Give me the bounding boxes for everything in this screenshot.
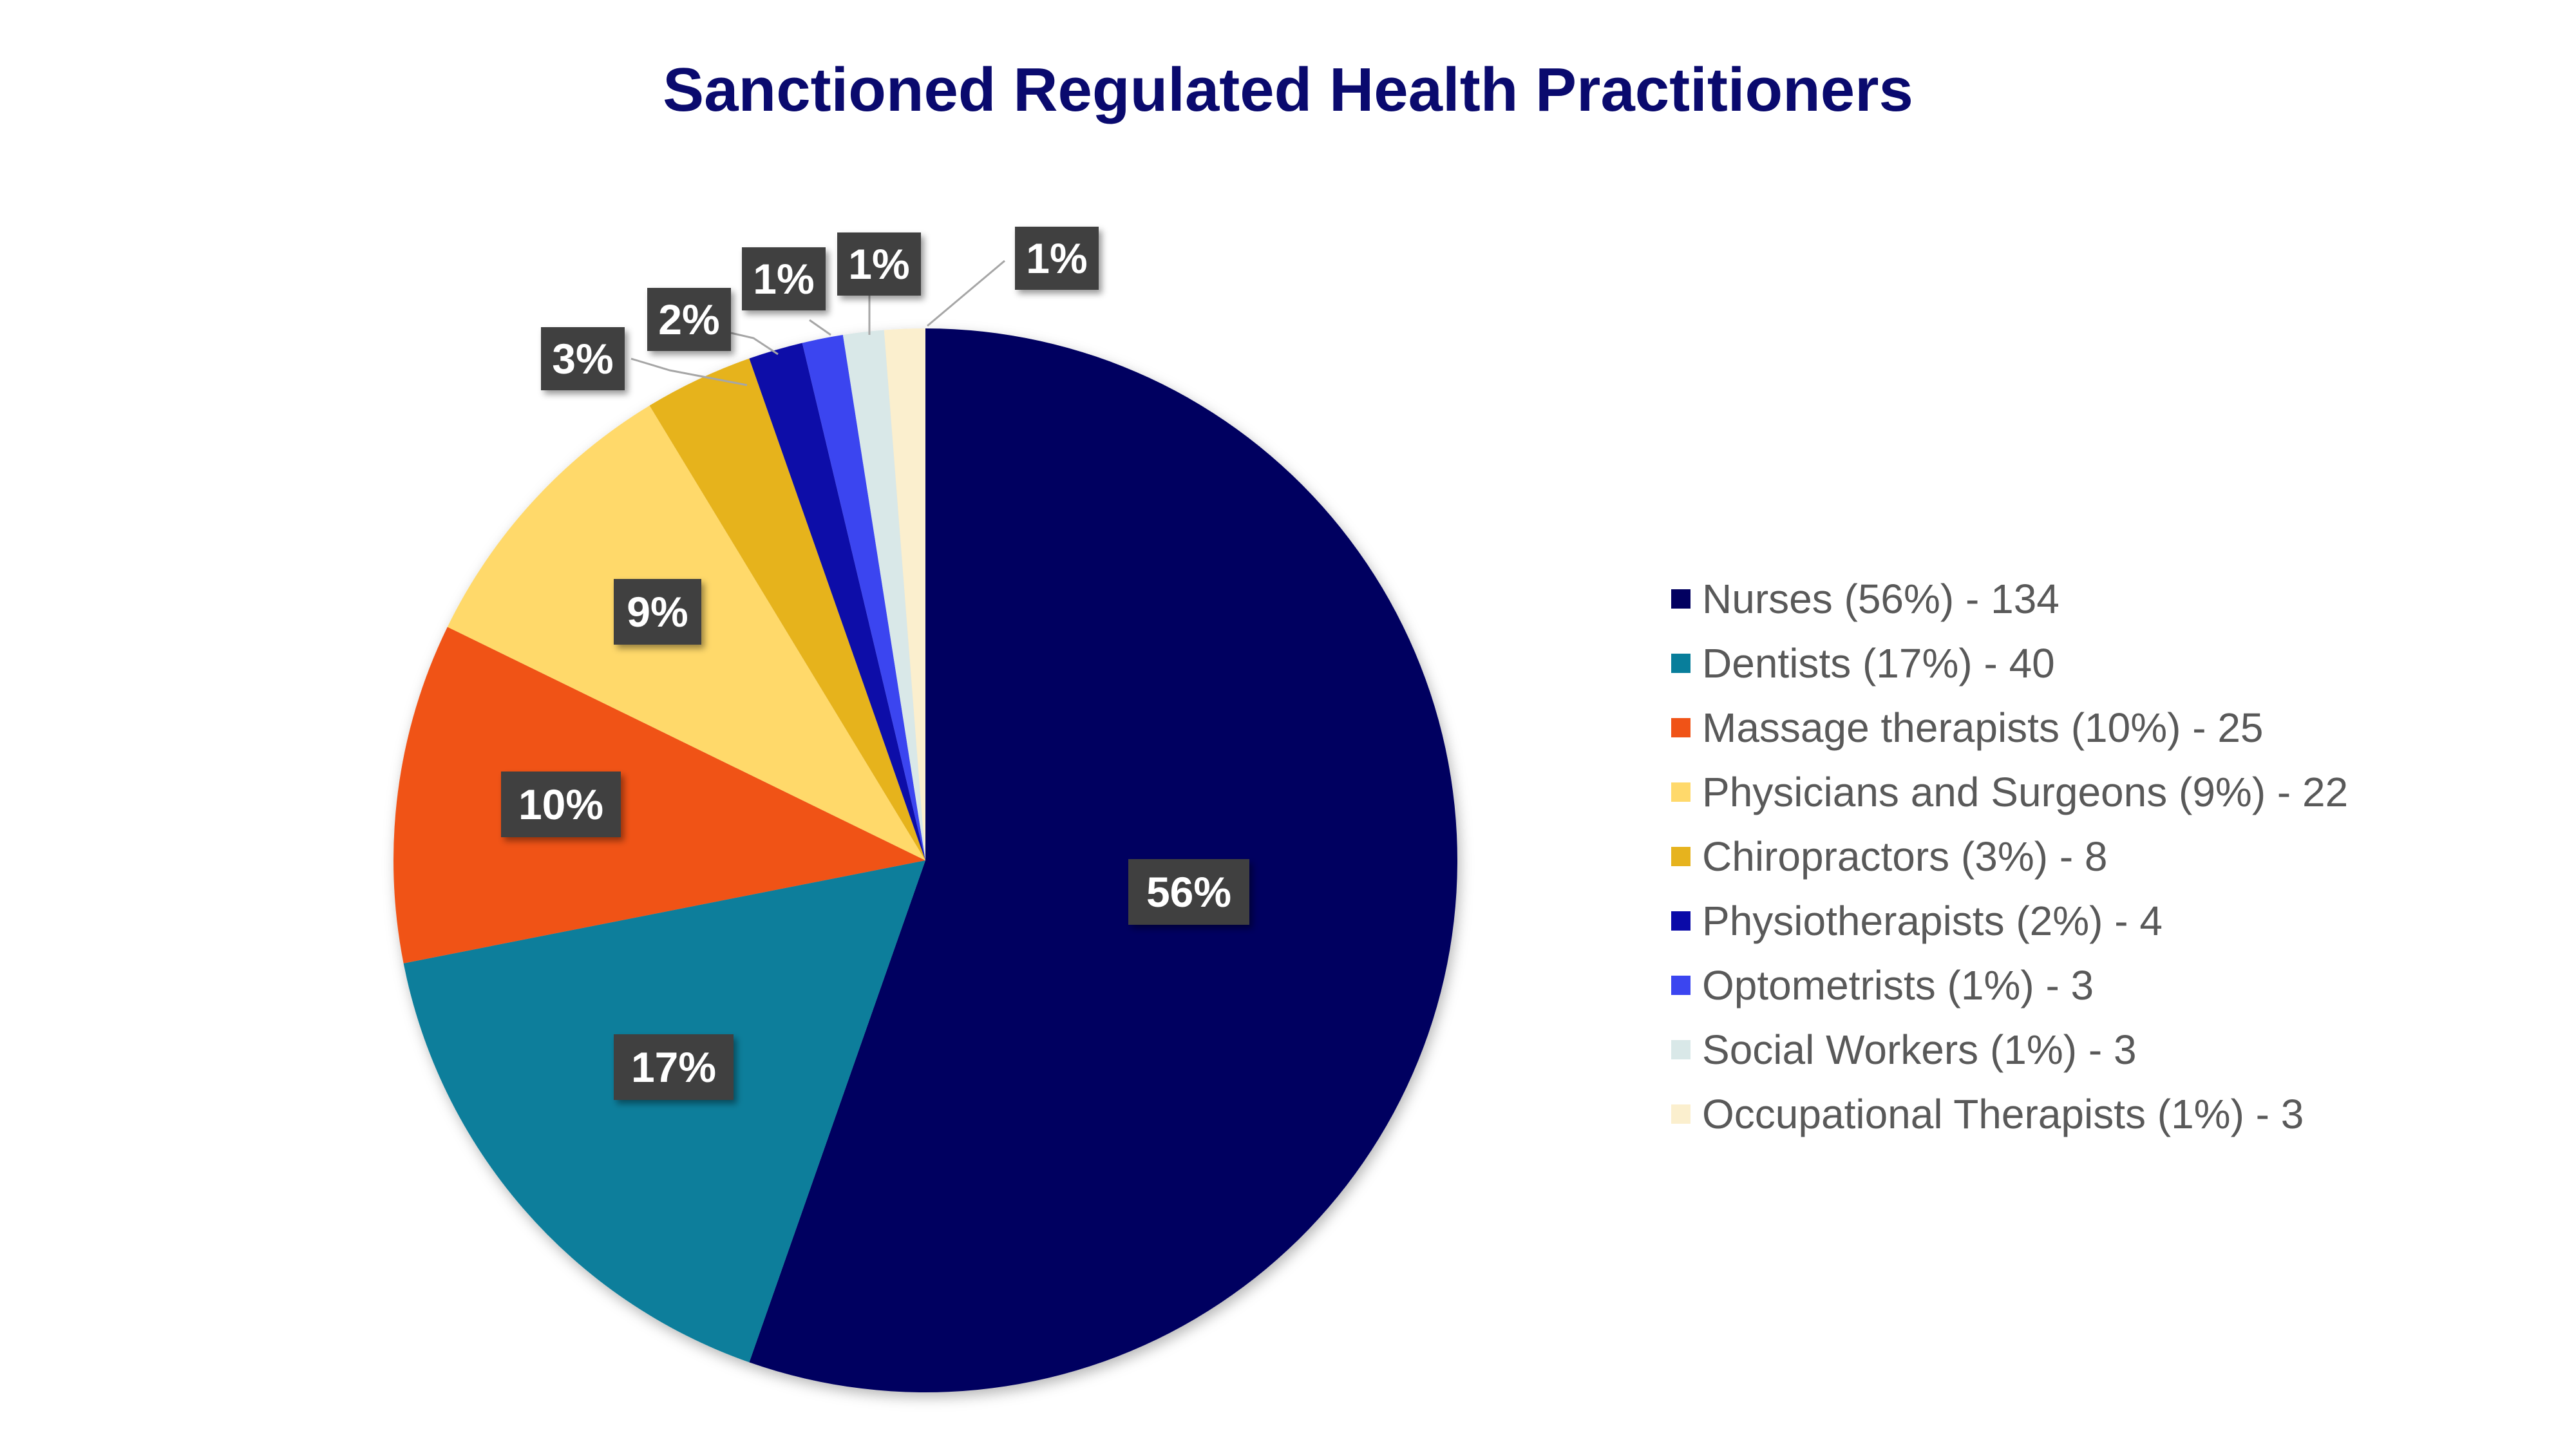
data-label-text: 1% bbox=[848, 240, 909, 288]
data-label-box bbox=[614, 1034, 734, 1100]
legend-item-optometrists: Optometrists (1%) - 3 bbox=[1671, 953, 2560, 1018]
legend-label: Nurses (56%) - 134 bbox=[1702, 576, 2060, 622]
pie-slice-massage-therapists bbox=[393, 627, 925, 963]
legend-label: Dentists (17%) - 40 bbox=[1702, 640, 2055, 687]
leader-line-occupational-therapists bbox=[927, 260, 1005, 327]
data-label-box bbox=[742, 247, 826, 310]
pie-slices bbox=[393, 328, 1457, 1392]
data-label-box bbox=[1015, 227, 1099, 290]
data-label-text: 9% bbox=[627, 588, 688, 636]
legend-swatch bbox=[1671, 976, 1690, 995]
legend-label: Massage therapists (10%) - 25 bbox=[1702, 705, 2264, 751]
leader-line-physiotherapists bbox=[730, 332, 779, 355]
legend-label: Occupational Therapists (1%) - 3 bbox=[1702, 1091, 2304, 1137]
legend-label: Chiropractors (3%) - 8 bbox=[1702, 833, 2108, 880]
legend-swatch bbox=[1671, 847, 1690, 866]
pie-slice-occupational-therapists bbox=[884, 328, 925, 860]
data-label-optometrists: 1% bbox=[742, 247, 826, 310]
leader-lines bbox=[630, 260, 1005, 386]
data-label-box bbox=[614, 579, 701, 645]
data-label-dentists: 17% bbox=[614, 1034, 734, 1100]
legend-swatch bbox=[1671, 718, 1690, 737]
legend-item-occupational-therapists: Occupational Therapists (1%) - 3 bbox=[1671, 1082, 2560, 1146]
legend-item-massage-therapists: Massage therapists (10%) - 25 bbox=[1671, 696, 2560, 760]
data-label-box bbox=[647, 288, 731, 351]
legend-label: Optometrists (1%) - 3 bbox=[1702, 962, 2094, 1009]
data-label-physicians-and-surgeons: 9% bbox=[614, 579, 701, 645]
pie-slice-chiropractors bbox=[649, 358, 925, 860]
legend-swatch bbox=[1671, 654, 1690, 673]
legend-swatch bbox=[1671, 1104, 1690, 1124]
legend-label: Social Workers (1%) - 3 bbox=[1702, 1027, 2137, 1073]
data-label-box bbox=[1128, 859, 1249, 925]
data-label-text: 56% bbox=[1146, 868, 1231, 916]
legend: Nurses (56%) - 134 Dentists (17%) - 40 Mas… bbox=[1671, 567, 2560, 1146]
data-label-massage-therapists: 10% bbox=[501, 772, 621, 837]
data-label-box bbox=[541, 327, 625, 390]
legend-swatch bbox=[1671, 1040, 1690, 1059]
data-label-text: 3% bbox=[552, 335, 613, 383]
data-label-physiotherapists: 2% bbox=[647, 288, 731, 351]
legend-label: Physicians and Surgeons (9%) - 22 bbox=[1702, 769, 2349, 815]
data-label-social-workers: 1% bbox=[837, 232, 921, 296]
data-label-box bbox=[501, 772, 621, 837]
legend-swatch bbox=[1671, 589, 1690, 609]
data-label-nurses: 56% bbox=[1128, 859, 1249, 925]
legend-swatch bbox=[1671, 911, 1690, 931]
data-label-text: 10% bbox=[518, 781, 603, 828]
legend-label: Physiotherapists (2%) - 4 bbox=[1702, 898, 2163, 944]
legend-item-dentists: Dentists (17%) - 40 bbox=[1671, 631, 2560, 696]
data-label-text: 17% bbox=[631, 1043, 716, 1091]
legend-item-physicians-and-surgeons: Physicians and Surgeons (9%) - 22 bbox=[1671, 760, 2560, 824]
data-label-chiropractors: 3% bbox=[541, 327, 625, 390]
legend-item-physiotherapists: Physiotherapists (2%) - 4 bbox=[1671, 889, 2560, 953]
data-label-occupational-therapists: 1% bbox=[1015, 227, 1099, 290]
legend-item-nurses: Nurses (56%) - 134 bbox=[1671, 567, 2560, 631]
data-label-text: 1% bbox=[1026, 234, 1087, 282]
pie-slice-social-workers bbox=[842, 330, 925, 860]
pie-slice-dentists bbox=[403, 860, 925, 1363]
pie-slice-nurses bbox=[749, 328, 1457, 1392]
leader-line-optometrists bbox=[809, 319, 831, 336]
data-labels: 56% 17% 10% 9% 3% 2% 1% 1% 1% bbox=[501, 227, 1249, 1100]
legend-item-chiropractors: Chiropractors (3%) - 8 bbox=[1671, 824, 2560, 889]
data-label-text: 2% bbox=[658, 296, 719, 343]
leader-line-chiropractors bbox=[630, 357, 748, 386]
chart-title: Sanctioned Regulated Health Practitioner… bbox=[663, 55, 1913, 124]
data-label-text: 1% bbox=[753, 255, 814, 303]
pie-slice-optometrists bbox=[802, 335, 925, 860]
pie-slice-physiotherapists bbox=[749, 343, 925, 860]
legend-item-social-workers: Social Workers (1%) - 3 bbox=[1671, 1018, 2560, 1082]
legend-swatch bbox=[1671, 782, 1690, 802]
data-label-box bbox=[837, 232, 921, 296]
